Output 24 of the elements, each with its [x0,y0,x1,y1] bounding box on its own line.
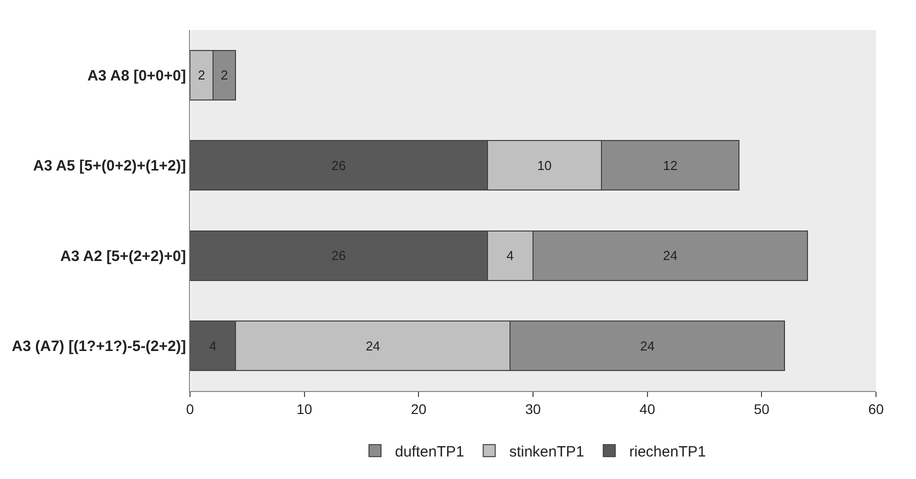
data-label: 26 [331,248,346,264]
x-tick-label: 0 [186,400,194,417]
data-label: 2 [220,68,228,83]
x-tick-label: 50 [754,400,770,417]
x-tick-label: 60 [868,400,884,417]
legend-label: riechenTP1 [629,443,706,460]
data-label: 24 [640,338,655,354]
x-tick-label: 30 [525,400,541,417]
data-label: 26 [331,158,346,173]
x-tick-label: 40 [640,400,656,417]
data-label: 10 [537,158,552,173]
data-label: 4 [506,248,514,264]
legend-label: stinkenTP1 [509,443,584,460]
x-tick-label: 20 [410,400,427,417]
y-tick-label: A3 (A7) [(1?+1?)-5-(2+2)] [12,338,186,356]
data-label: 24 [366,338,380,354]
legend-label: duftenTP1 [395,443,464,460]
data-label: 12 [662,158,678,173]
data-label: 24 [662,248,678,264]
data-label: 2 [198,68,206,83]
y-tick-label: A3 A5 [5+(0+2)+(1+2)] [33,158,186,175]
x-tick-label: 10 [296,400,312,417]
y-tick-label: A3 A2 [5+(2+2)+0] [60,248,186,265]
y-tick-label: A3 A8 [0+0+0] [87,67,186,84]
